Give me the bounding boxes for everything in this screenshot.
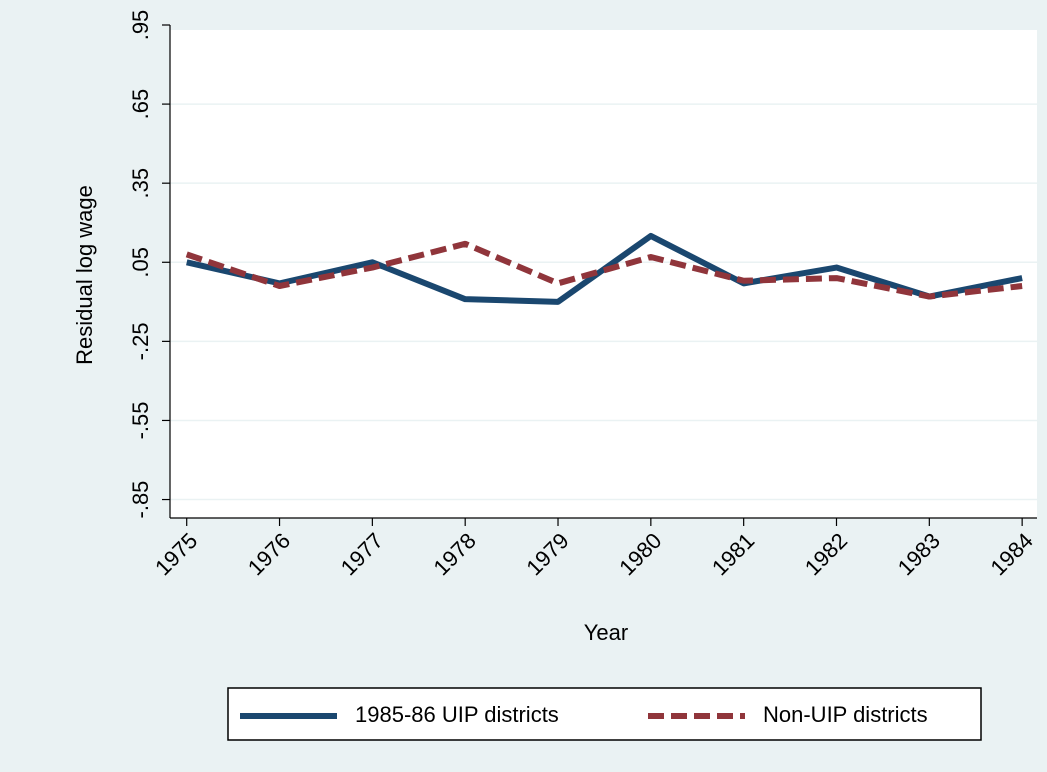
data-line xyxy=(185,240,1023,300)
legend-label: Non-UIP districts xyxy=(763,702,928,727)
y-tick-label: .35 xyxy=(128,168,153,199)
y-tick-label: -.25 xyxy=(128,322,153,360)
legend-box xyxy=(227,687,982,741)
y-tick-label: .05 xyxy=(128,247,153,278)
plot-area xyxy=(170,30,1037,518)
y-tick-label: -.55 xyxy=(128,401,153,439)
y-axis-title: Residual log wage xyxy=(72,185,97,365)
y-tick-label: -.85 xyxy=(128,481,153,519)
y-tick-label: .95 xyxy=(128,10,153,41)
x-axis-title: Year xyxy=(584,620,628,645)
y-tick-label: .65 xyxy=(128,89,153,120)
legend-label: 1985-86 UIP districts xyxy=(355,702,559,727)
